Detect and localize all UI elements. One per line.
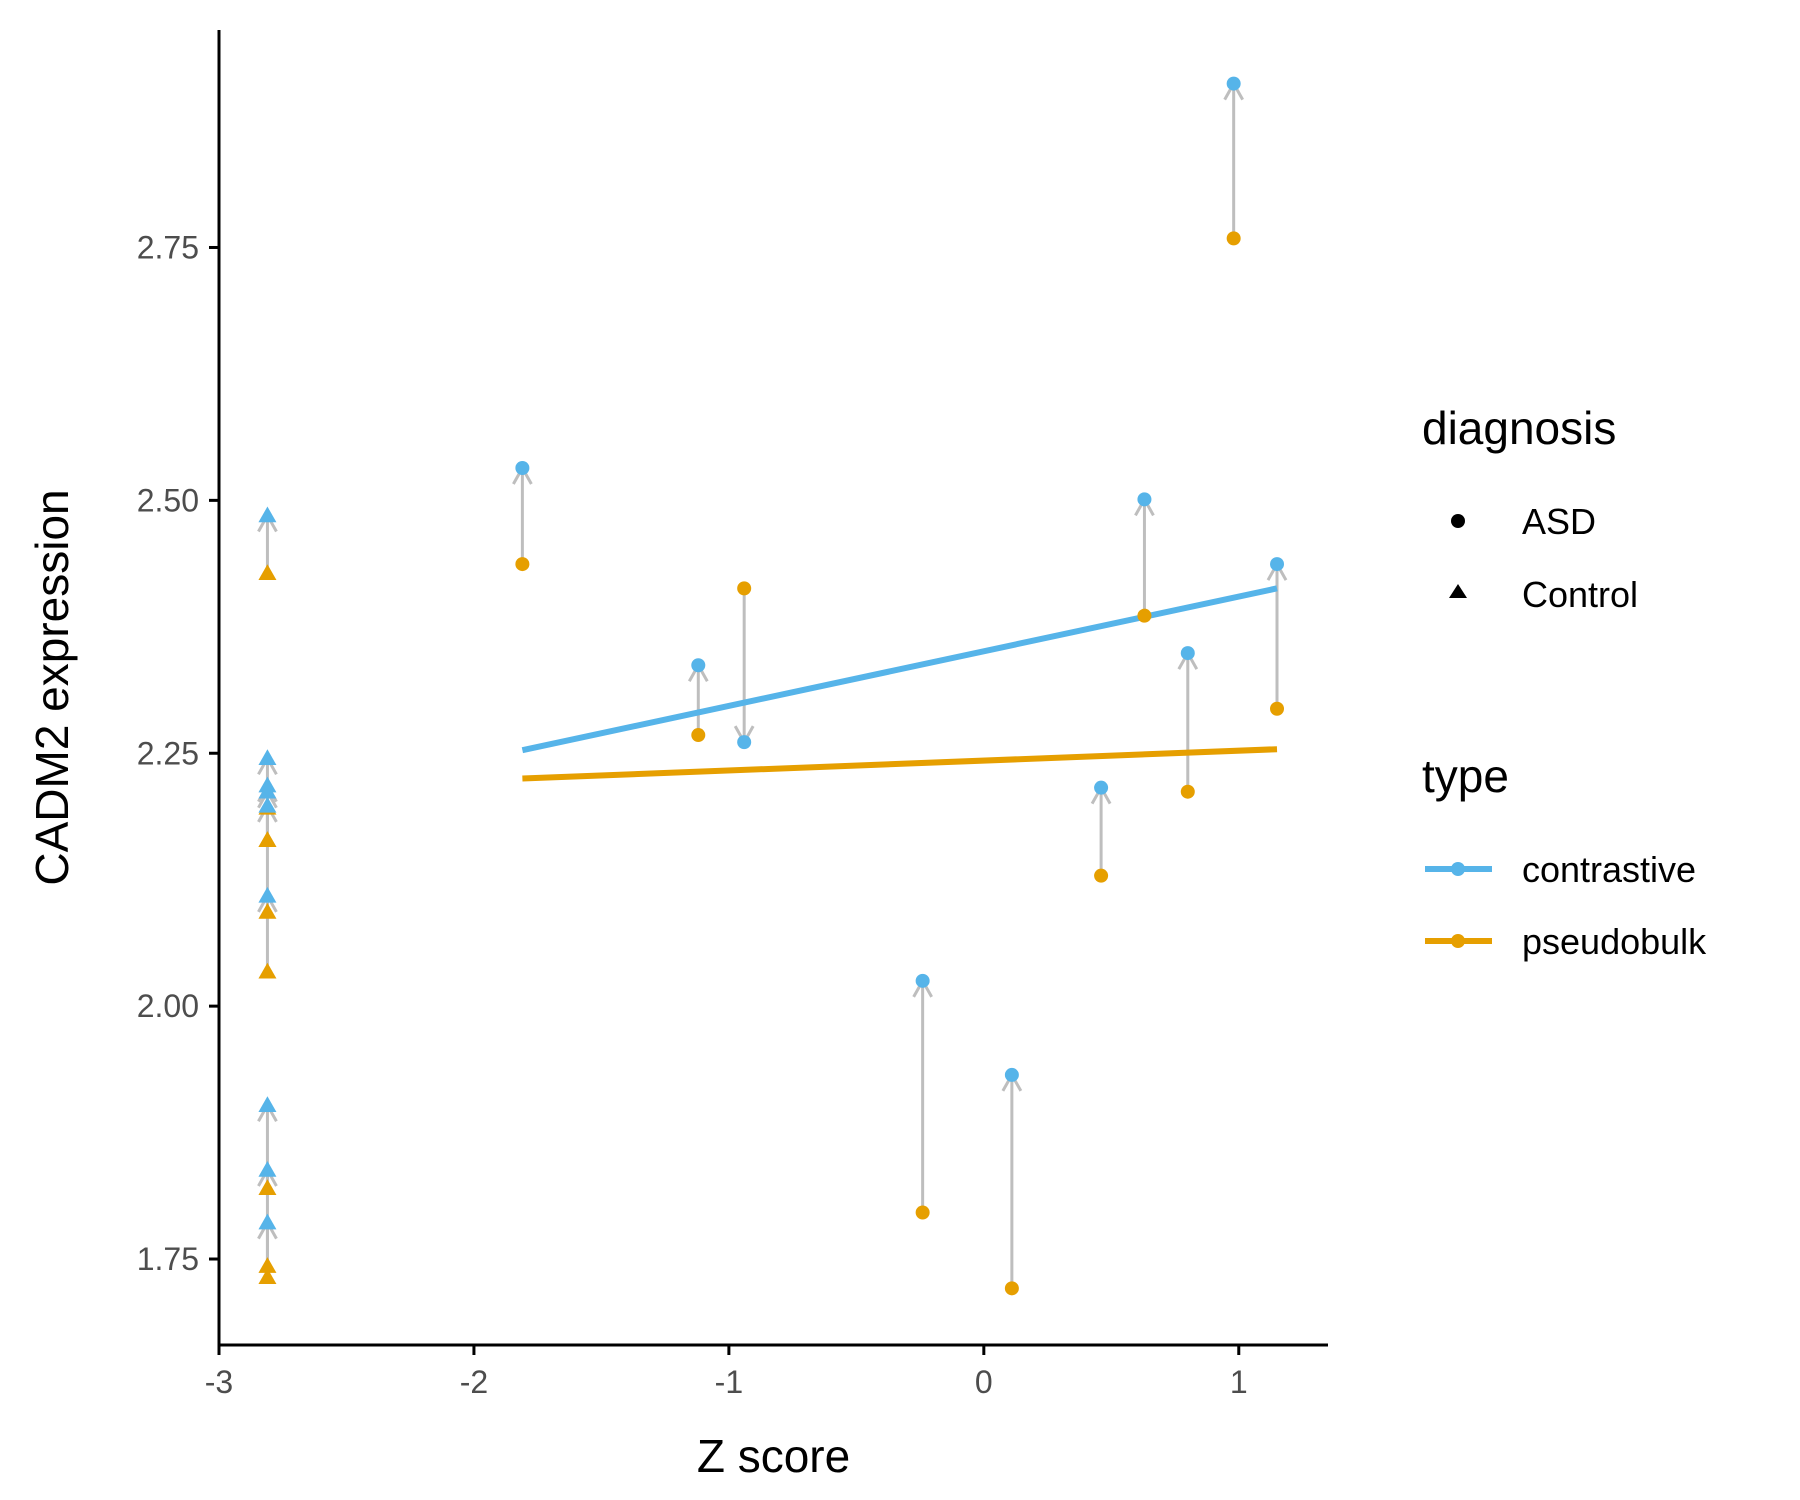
legend-diagnosis: diagnosis ASD Control xyxy=(1422,402,1638,615)
legend-control-label: Control xyxy=(1522,574,1638,615)
legend-contrastive-label: contrastive xyxy=(1522,849,1696,890)
pseudobulk-point xyxy=(691,728,706,743)
pseudobulk-point xyxy=(258,962,277,979)
pseudobulk-point xyxy=(258,831,277,847)
pseudobulk-point xyxy=(737,581,752,596)
pseudobulk-point xyxy=(258,1179,277,1195)
x-tick-label: -1 xyxy=(715,1364,743,1400)
legend-contrastive-dot-icon xyxy=(1451,862,1465,876)
contrastive-point xyxy=(515,460,530,475)
pseudobulk-point xyxy=(258,1257,277,1273)
pseudobulk-point xyxy=(915,1205,930,1220)
legend-asd-label: ASD xyxy=(1522,501,1596,542)
contrastive-point xyxy=(258,796,277,813)
y-tick-label: 1.75 xyxy=(137,1241,199,1277)
contrastive-point xyxy=(258,749,277,766)
legend-type: type contrastive pseudobulk xyxy=(1422,750,1707,962)
contrastive-point xyxy=(1270,557,1285,572)
pseudobulk-point xyxy=(515,557,530,572)
contrastive-point xyxy=(258,1213,277,1230)
contrastive-point xyxy=(1180,646,1195,661)
contrastive-point xyxy=(258,506,277,523)
x-axis-title: Z score xyxy=(697,1430,850,1482)
y-tick-label: 2.75 xyxy=(137,229,199,265)
contrastive-point xyxy=(691,658,706,673)
contrastive-point xyxy=(915,973,930,988)
contrastive-point xyxy=(1094,780,1109,795)
legend-type-title: type xyxy=(1422,750,1509,802)
arrow-layer xyxy=(257,80,1288,1289)
pseudobulk-point xyxy=(258,564,277,580)
pseudobulk-point xyxy=(1226,231,1241,246)
y-tick-label: 2.00 xyxy=(137,988,199,1024)
x-tick-label: 1 xyxy=(1230,1364,1248,1400)
contrastive-point xyxy=(258,1096,277,1113)
legend: diagnosis ASD Control type contrastive p… xyxy=(1422,402,1707,962)
pseudobulk-point xyxy=(258,1268,277,1284)
y-ticks: 1.75 2.00 2.25 2.50 2.75 xyxy=(137,229,219,1277)
legend-pseudobulk-dot-icon xyxy=(1451,934,1465,948)
contrastive-point xyxy=(1137,492,1152,507)
contrastive-fit-line xyxy=(521,585,1278,754)
y-axis-title: CADM2 expression xyxy=(26,489,78,885)
contrastive-point xyxy=(258,776,277,793)
pseudobulk-point xyxy=(1004,1281,1019,1296)
contrastive-point xyxy=(1004,1067,1019,1082)
x-ticks: -3 -2 -1 0 1 xyxy=(205,1345,1248,1400)
contrastive-point xyxy=(1226,76,1241,91)
point-layer xyxy=(258,76,1285,1296)
x-tick-label: 0 xyxy=(975,1364,993,1400)
pseudobulk-point xyxy=(1094,868,1109,883)
fit-line-layer xyxy=(521,585,1278,782)
x-tick-label: -2 xyxy=(460,1364,488,1400)
pseudobulk-point xyxy=(258,903,277,919)
legend-diagnosis-title: diagnosis xyxy=(1422,402,1616,454)
pseudobulk-point xyxy=(1270,701,1285,716)
contrastive-point xyxy=(258,1161,277,1177)
legend-control-triangle-icon xyxy=(1449,584,1467,598)
pseudobulk-fit-line xyxy=(522,746,1278,782)
y-tick-label: 2.25 xyxy=(137,735,199,771)
x-tick-label: -3 xyxy=(205,1364,233,1400)
legend-pseudobulk-label: pseudobulk xyxy=(1522,921,1707,962)
pseudobulk-point xyxy=(1180,784,1195,799)
pseudobulk-point xyxy=(1137,608,1152,623)
contrastive-point xyxy=(258,886,277,903)
axes-layer: -3 -2 -1 0 1 1.75 2.00 2.25 2.50 2.75 Z score CA… xyxy=(26,30,1328,1482)
legend-asd-circle-icon xyxy=(1451,514,1465,528)
y-tick-label: 2.50 xyxy=(137,482,199,518)
contrastive-point xyxy=(737,735,752,750)
